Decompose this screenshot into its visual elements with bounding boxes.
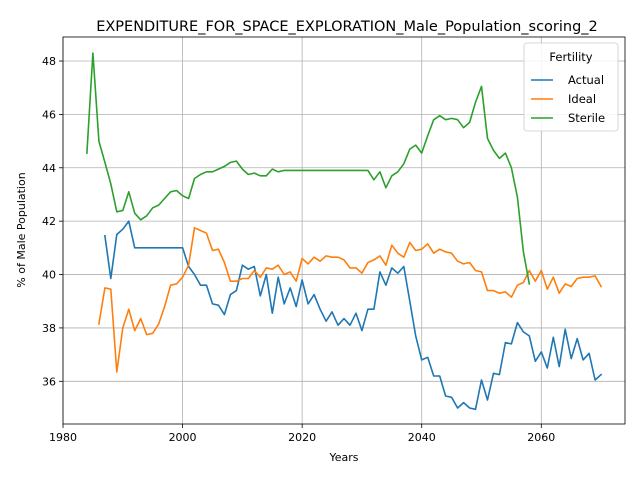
axis-ticks: 1980 2000 2020 2040 2060 36 38 40 42 44 46 48: [42, 55, 555, 444]
x-tick-label: 1980: [49, 431, 77, 444]
legend: Fertility Actual Ideal Sterile: [523, 42, 619, 132]
y-tick-label: 48: [42, 55, 56, 68]
legend-label-ideal: Ideal: [568, 92, 596, 106]
chart-title: EXPENDITURE_FOR_SPACE_EXPLORATION_Male_P…: [96, 19, 598, 35]
series-line-sterile: [86, 52, 531, 285]
legend-label-sterile: Sterile: [568, 111, 605, 125]
y-tick-label: 36: [42, 375, 56, 388]
x-tick-label: 2040: [408, 431, 436, 444]
y-tick-label: 38: [42, 322, 56, 335]
x-axis-label: Years: [328, 451, 358, 464]
legend-label-actual: Actual: [568, 73, 604, 87]
series-line-actual: [103, 220, 603, 411]
y-tick-label: 42: [42, 215, 56, 228]
legend-title: Fertility: [549, 50, 592, 64]
y-axis-label: % of Male Population: [15, 172, 28, 287]
series-line-ideal: [97, 227, 603, 373]
x-tick-label: 2000: [169, 431, 197, 444]
legend-box: [523, 42, 619, 132]
series-lines: [86, 52, 603, 411]
y-tick-label: 44: [42, 162, 56, 175]
y-tick-label: 40: [42, 269, 56, 282]
y-tick-label: 46: [42, 108, 56, 121]
plot-frame: [62, 36, 626, 425]
x-tick-label: 2060: [527, 431, 555, 444]
x-tick-label: 2020: [288, 431, 316, 444]
